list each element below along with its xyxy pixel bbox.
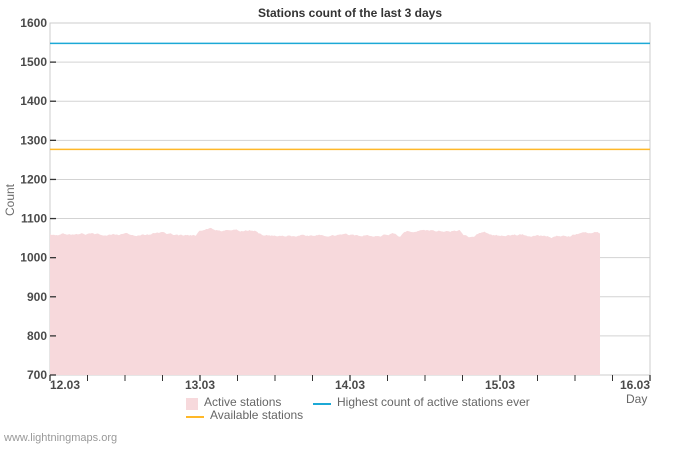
svg-text:1300: 1300 <box>20 133 47 147</box>
svg-text:1500: 1500 <box>20 55 47 69</box>
svg-text:1200: 1200 <box>20 172 47 186</box>
svg-text:12.03: 12.03 <box>50 378 80 392</box>
svg-text:1400: 1400 <box>20 94 47 108</box>
svg-text:800: 800 <box>27 329 47 343</box>
svg-text:1000: 1000 <box>20 251 47 265</box>
svg-text:900: 900 <box>27 290 47 304</box>
svg-text:1100: 1100 <box>21 212 47 226</box>
svg-text:15.03: 15.03 <box>485 378 515 392</box>
svg-text:13.03: 13.03 <box>185 378 215 392</box>
svg-text:14.03: 14.03 <box>335 378 365 392</box>
svg-text:700: 700 <box>27 368 47 382</box>
svg-text:16.03: 16.03 <box>620 378 650 392</box>
